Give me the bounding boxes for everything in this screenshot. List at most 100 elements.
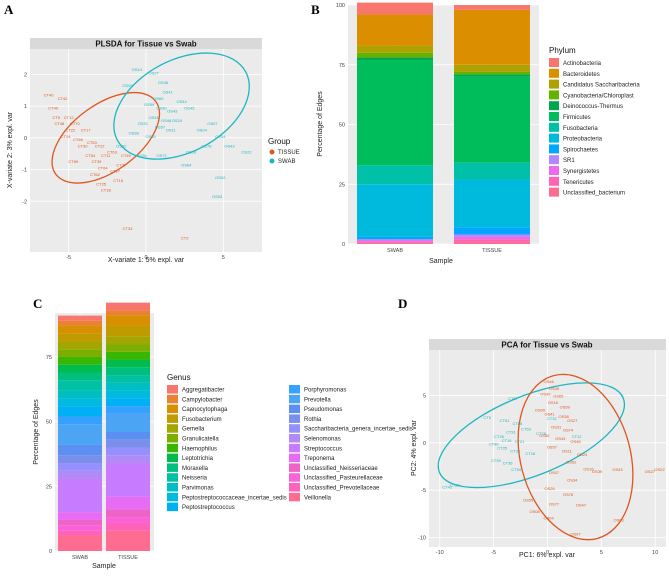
bar-segment-neisseria bbox=[58, 380, 102, 391]
sample-point-label: OS41 bbox=[545, 411, 556, 416]
bar-segment-peptostreptococcaceae-incertae-sedis bbox=[106, 390, 150, 399]
legend-label: Fusobacteria bbox=[563, 126, 598, 132]
confidence-ellipse-swab bbox=[113, 52, 250, 160]
sample-point-label: CT53 bbox=[87, 140, 98, 145]
sample-point-label: CT33 bbox=[123, 226, 134, 231]
legend-label: Candidatus Saccharibacteria bbox=[563, 83, 640, 89]
bar-segment-unclassified-pasteurellaceae bbox=[58, 525, 102, 531]
bar-segment-firmicutes bbox=[357, 59, 433, 166]
panel-c: 0 25 50 75 SWAB TISSUE Sample Percentage of … bbox=[33, 302, 413, 570]
legend-label: Deinococcus-Thermus bbox=[563, 104, 623, 110]
legend-label: Selenomonas bbox=[304, 437, 341, 443]
panel-d-y-ticks: -10 -5 0 5 bbox=[418, 393, 426, 541]
legend-label: Spirochaetes bbox=[563, 147, 598, 153]
legend-swatch bbox=[167, 434, 178, 443]
panel-c-bars bbox=[58, 302, 150, 551]
panel-b-bars bbox=[357, 2, 530, 244]
panel-d-ellipses bbox=[437, 373, 634, 541]
panel-d-grid bbox=[429, 350, 666, 547]
sample-point-label: CT25 bbox=[96, 181, 107, 186]
y-tick-label: -1 bbox=[22, 168, 27, 174]
y-tick-label: 0 bbox=[342, 242, 345, 248]
legend-label: Aggregatibacter bbox=[182, 388, 224, 394]
bar-segment-candidatus-saccharibacteria bbox=[357, 45, 433, 53]
bar-segment-spirochaetes bbox=[357, 236, 433, 240]
legend-label: Streptococcus bbox=[304, 446, 342, 452]
sample-point-label: OS43 bbox=[167, 108, 178, 113]
bar-segment-granulicatella bbox=[106, 344, 150, 352]
legend-swatch bbox=[549, 155, 559, 165]
bar-segment-tenericutes bbox=[454, 239, 530, 242]
sample-point-label: OS57 bbox=[547, 445, 558, 450]
sample-point-label: OS34 bbox=[567, 478, 578, 483]
panel-d-x-ticks: -10 -5 0 5 10 bbox=[436, 550, 658, 556]
sample-point-label: CT22 bbox=[95, 143, 106, 148]
panel-c-y-ticks: 0 25 50 75 bbox=[46, 355, 52, 555]
y-tick-label: 100 bbox=[336, 3, 345, 9]
legend-swatch bbox=[167, 385, 178, 394]
bar-segment-firmicutes bbox=[454, 76, 530, 163]
sample-point-label: OS48 bbox=[570, 439, 581, 444]
sample-point-label: OS14 bbox=[132, 67, 143, 72]
panel-a-x-ticks: -5 0 5 bbox=[66, 255, 225, 261]
legend-label: Fusobacterium bbox=[182, 417, 222, 423]
panel-a-title: PLSDA for Tissue vs Swab bbox=[95, 40, 196, 49]
sample-point-label: OS26 bbox=[136, 153, 147, 158]
legend-label: Unclassified_Pasteurellaceae bbox=[304, 476, 383, 482]
bar-segment-veillonella bbox=[106, 530, 150, 551]
sample-point-label: CT64 bbox=[98, 166, 109, 171]
legend-label: Peptostreptococcus bbox=[182, 505, 235, 511]
bar-segment-unclassified-bacterium bbox=[357, 242, 433, 244]
legend-swatch bbox=[549, 68, 559, 78]
x-tick-label: SWAB bbox=[387, 248, 403, 254]
sample-point-label: OS11 bbox=[166, 127, 177, 132]
bar-segment-fusobacteria bbox=[454, 162, 530, 180]
sample-point-label: OS39 bbox=[186, 150, 197, 155]
panel-a-legend-title: Group bbox=[268, 137, 291, 146]
sample-point-label: OS44 bbox=[555, 436, 566, 441]
legend-swatch bbox=[167, 404, 178, 414]
sample-point-label: CT11 bbox=[101, 153, 111, 158]
legend-label: Pseudomonas bbox=[304, 407, 342, 413]
sample-point-label: CT54 bbox=[85, 153, 96, 158]
bar-segment-pseudomonas bbox=[106, 432, 150, 440]
bar-segment-sr1 bbox=[454, 234, 530, 237]
legend-label: Synergistetes bbox=[563, 169, 599, 175]
bar-segment-parvimonas bbox=[58, 390, 102, 399]
bar-segment-actinobacteria bbox=[357, 2, 433, 15]
y-tick-label: 1 bbox=[24, 104, 27, 110]
bar-segment-granulicatella bbox=[58, 349, 102, 357]
sample-point-label: OS16 bbox=[149, 115, 160, 120]
sample-point-label: OS04 bbox=[543, 516, 554, 521]
y-tick-label: -5 bbox=[421, 488, 426, 494]
panel-c-y-axis-title: Percentage of Edges bbox=[33, 399, 40, 465]
bar-segment-proteobacteria bbox=[454, 179, 530, 228]
sample-point-label: OS11 bbox=[562, 448, 573, 453]
bar-segment-gemella bbox=[106, 336, 150, 345]
sample-point-label: CT40 bbox=[44, 93, 55, 98]
bar-segment-peptostreptococcus bbox=[106, 398, 150, 407]
legend-label: Actinobacteria bbox=[563, 61, 602, 67]
legend-label: Moraxella bbox=[182, 466, 209, 472]
bar-segment-unclassified-neisseriaceae bbox=[58, 519, 102, 526]
panel-letter-c: C bbox=[33, 296, 42, 311]
sample-point-label: OS27 bbox=[645, 469, 656, 474]
sample-point-label: CT27 bbox=[110, 169, 121, 174]
legend-swatch bbox=[549, 58, 559, 67]
sample-point-label: CT54 bbox=[511, 467, 522, 472]
bar-segment-candidatus-saccharibacteria bbox=[454, 64, 530, 72]
bar-segment-campylobacter bbox=[58, 320, 102, 326]
legend-label-swab: SWAB bbox=[278, 159, 295, 165]
bar-segment-unclassified-neisseriaceae bbox=[106, 509, 150, 518]
sample-point-label: CT32 bbox=[547, 416, 558, 421]
sample-point-label: OS03 bbox=[613, 517, 624, 522]
panel-d-strip bbox=[429, 339, 666, 350]
panel-a-y-ticks: -2 -1 0 1 2 bbox=[22, 72, 27, 205]
bar-segment-unclassified-pasteurellaceae bbox=[106, 517, 150, 523]
legend-label: Parvimonas bbox=[182, 486, 214, 492]
bar-segment-rothia bbox=[106, 439, 150, 448]
sample-point-label: OS34 bbox=[215, 134, 226, 139]
bar-segment-spirochaetes bbox=[454, 227, 530, 235]
sample-point-label: OS55 bbox=[523, 498, 534, 503]
